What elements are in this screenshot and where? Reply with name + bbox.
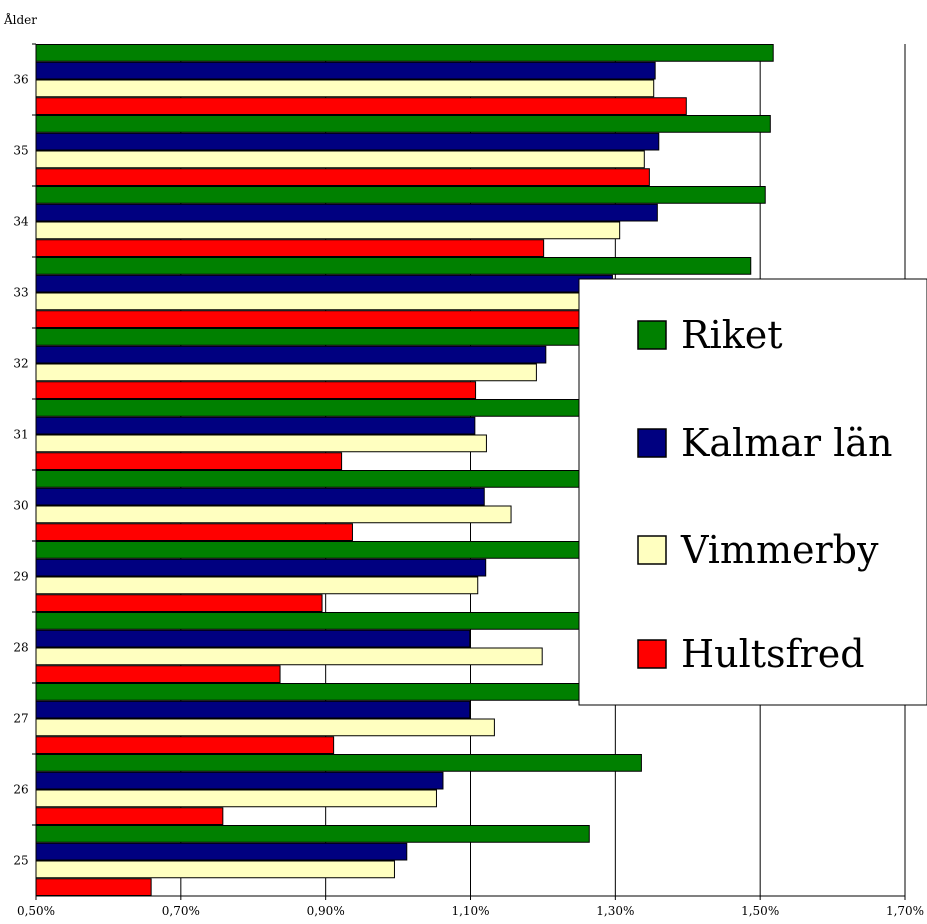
bar-hultsfred-34 — [35, 239, 545, 257]
x-tick-label: 1,30% — [596, 904, 634, 918]
bar-riket-33 — [35, 257, 752, 275]
bar-vimmerby-26 — [35, 789, 437, 808]
legend: Riket Kalmar län Vimmerby Hultsfred — [578, 278, 927, 706]
bar-kalmar-lan-36 — [35, 61, 656, 80]
bar-hultsfred-29 — [35, 594, 323, 612]
bar-riket-34 — [35, 186, 766, 204]
bar-riket-25 — [35, 825, 590, 843]
bar-hultsfred-26 — [35, 807, 224, 825]
bar-kalmar-lan-28 — [35, 629, 471, 648]
y-tick-label: 31 — [13, 428, 28, 442]
bar-riket-27 — [35, 683, 675, 701]
bar-hultsfred-36 — [35, 97, 687, 115]
bar-hultsfred-32 — [35, 381, 477, 399]
y-axis-label: Ålder — [3, 12, 37, 27]
bar-vimmerby-34 — [35, 221, 621, 240]
bar-vimmerby-33 — [35, 292, 613, 311]
bar-hultsfred-33 — [35, 310, 654, 328]
bar-vimmerby-36 — [35, 79, 655, 98]
y-tick-label: 29 — [13, 570, 28, 584]
x-tick-label: 0,70% — [162, 904, 200, 918]
bar-vimmerby-27 — [35, 718, 495, 737]
bar-kalmar-lan-34 — [35, 203, 658, 222]
legend-label: Hultsfred — [681, 632, 865, 676]
legend-label: Kalmar län — [681, 421, 892, 465]
bar-hultsfred-25 — [35, 878, 152, 896]
legend-swatch — [637, 639, 667, 669]
y-tick-label: 27 — [13, 712, 28, 726]
bar-hultsfred-30 — [35, 523, 353, 541]
x-tick-label: 0,50% — [17, 904, 55, 918]
y-tick-label: 32 — [13, 357, 28, 371]
axes: 25 26 27 28 29 30 31 32 33 34 35 36 0,50% 0,70% 0,90% 1… — [13, 43, 924, 918]
y-tick-label: 33 — [13, 286, 28, 300]
bar-vimmerby-29 — [35, 576, 479, 595]
y-tick-label: 30 — [13, 499, 28, 513]
bar-riket-36 — [35, 44, 774, 62]
bar-vimmerby-30 — [35, 505, 512, 524]
x-tick-label: 1,10% — [451, 904, 489, 918]
bar-kalmar-lan-31 — [35, 416, 476, 435]
y-tick-label: 26 — [13, 783, 28, 797]
bar-kalmar-lan-29 — [35, 558, 487, 577]
legend-swatch — [637, 428, 667, 458]
bar-kalmar-lan-35 — [35, 132, 660, 151]
bar-vimmerby-35 — [35, 150, 645, 169]
bar-kalmar-lan-26 — [35, 771, 444, 790]
bar-kalmar-lan-27 — [35, 700, 471, 719]
y-tick-label: 25 — [13, 854, 28, 868]
legend-label: Riket — [681, 313, 783, 357]
y-tick-label: 34 — [13, 215, 29, 229]
bar-riket-26 — [35, 754, 642, 772]
bar-hultsfred-27 — [35, 736, 335, 754]
y-tick-label: 36 — [13, 73, 28, 87]
bar-hultsfred-28 — [35, 665, 281, 683]
bar-vimmerby-31 — [35, 434, 487, 453]
x-tick-label: 1,70% — [886, 904, 924, 918]
bar-kalmar-lan-30 — [35, 487, 485, 506]
bar-kalmar-lan-32 — [35, 345, 547, 364]
legend-swatch — [637, 320, 667, 350]
bar-vimmerby-32 — [35, 363, 537, 382]
x-tick-label: 1,50% — [741, 904, 779, 918]
y-tick-label: 35 — [13, 144, 28, 158]
bar-kalmar-lan-25 — [35, 842, 408, 861]
bar-kalmar-lan-33 — [35, 274, 613, 293]
y-tick-label: 28 — [13, 641, 28, 655]
bar-vimmerby-28 — [35, 647, 543, 666]
legend-box — [578, 278, 927, 706]
bar-hultsfred-35 — [35, 168, 650, 186]
legend-label: Vimmerby — [680, 528, 879, 572]
bar-vimmerby-25 — [35, 860, 395, 879]
legend-swatch — [637, 535, 667, 565]
x-tick-label: 0,90% — [307, 904, 345, 918]
bars — [35, 44, 774, 896]
bar-hultsfred-31 — [35, 452, 343, 470]
bar-riket-35 — [35, 115, 771, 133]
